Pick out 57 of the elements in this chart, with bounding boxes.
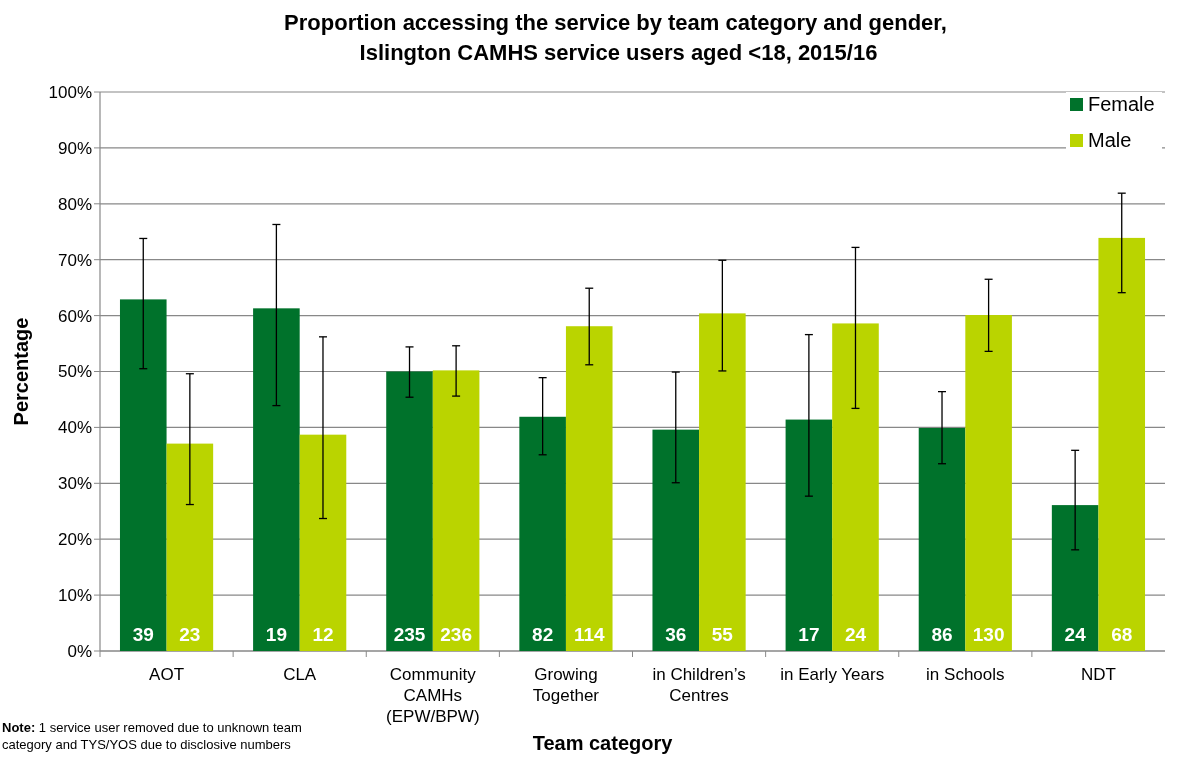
bar — [119, 299, 167, 651]
bar — [519, 416, 566, 651]
y-tick-label: 20% — [57, 530, 92, 550]
bar — [699, 313, 746, 651]
y-tick-label: 100% — [48, 82, 92, 102]
annotation: 130 — [972, 623, 1005, 645]
annotation: 55 — [711, 623, 734, 645]
legend-label: Female — [1088, 93, 1155, 115]
annotation: 82 — [532, 623, 554, 645]
bar — [565, 326, 613, 651]
annotation: 86 — [931, 623, 953, 645]
y-tick-label: 10% — [57, 586, 92, 606]
bar — [432, 370, 480, 651]
annotation: 17 — [798, 623, 820, 645]
y-tick-label: 50% — [57, 362, 92, 382]
bar — [253, 308, 300, 651]
bar — [832, 323, 879, 651]
annotation: 24 — [1064, 623, 1087, 645]
x-tick-label: AOT — [149, 665, 185, 684]
x-tick-label: Growing Together — [532, 665, 600, 705]
annotation: 19 — [265, 623, 287, 645]
y-tick-label: 60% — [57, 306, 92, 326]
bar — [386, 371, 433, 651]
y-tick-label: 90% — [57, 138, 92, 158]
bar — [785, 419, 833, 651]
y-tick-label: 80% — [57, 194, 92, 214]
bar — [166, 443, 214, 651]
x-tick-label: in Children’s Centres — [652, 665, 746, 705]
y-tick-label: 70% — [57, 250, 92, 270]
annotation: 24 — [844, 623, 867, 645]
bar — [1098, 237, 1146, 651]
x-tick-label: in Schools — [926, 665, 1005, 684]
bar — [1051, 505, 1099, 651]
annotation: 12 — [312, 623, 334, 645]
text: Note: 1 service user removed due to unknown team category and TYS/YOS due to disclosive numbers — [2, 720, 302, 752]
legend-label: Male — [1088, 129, 1132, 151]
annotation: 236 — [440, 623, 472, 645]
chart-title: Proportion accessing the service by team category and gender, Islington CAMHS service users aged <18, 2015/16 — [284, 10, 953, 65]
bar — [652, 429, 700, 651]
x-tick-label: NDT — [1080, 665, 1116, 684]
annotation: 23 — [179, 623, 201, 645]
annotation: 39 — [132, 623, 154, 645]
y-tick-label: 40% — [57, 418, 92, 438]
x-tick-label: CLA — [283, 665, 317, 684]
y-tick-label: 30% — [57, 474, 92, 494]
annotation: 36 — [665, 623, 687, 645]
x-axis-title: Team category — [532, 732, 674, 754]
bar — [299, 434, 347, 651]
x-tick-label: in Early Years — [780, 665, 885, 684]
annotation: 68 — [1111, 623, 1133, 645]
y-axis-title: Percentage — [10, 317, 32, 426]
annotation: 114 — [573, 623, 605, 645]
y-tick-label: 0% — [67, 641, 92, 661]
annotation: 235 — [393, 623, 426, 645]
x-tick-label: Community CAMHs (EPW/BPW) — [386, 665, 480, 726]
bar — [965, 315, 1012, 651]
bar — [918, 427, 966, 651]
